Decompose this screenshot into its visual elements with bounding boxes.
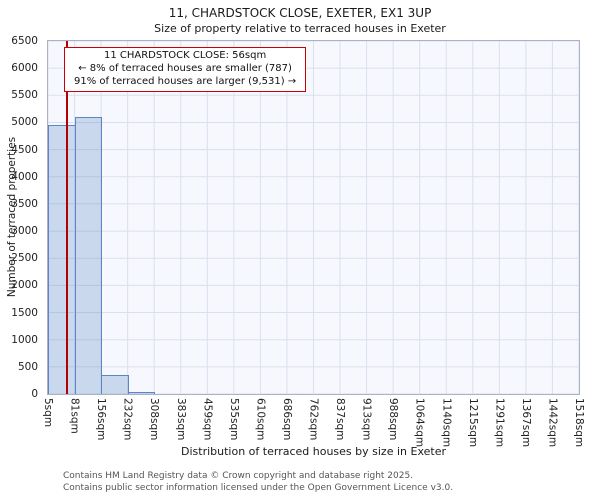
x-tick-label: 686sqm (280, 398, 293, 441)
histogram-bar (48, 125, 76, 394)
footer-line-1: Contains HM Land Registry data © Crown c… (63, 471, 414, 481)
y-tick-label: 5000 (11, 116, 38, 129)
x-tick-label: 459sqm (201, 398, 214, 441)
y-tick-label: 5500 (11, 89, 38, 102)
chart-subtitle: Size of property relative to terraced ho… (154, 22, 446, 35)
y-tick-label: 2500 (11, 252, 38, 265)
annotation-box: 11 CHARDSTOCK CLOSE: 56sqm ← 8% of terra… (64, 47, 307, 93)
y-tick-label: 6500 (11, 35, 38, 47)
x-tick-label: 1215sqm (466, 398, 479, 448)
x-tick-label: 762sqm (307, 398, 320, 441)
histogram-bars (48, 41, 579, 394)
x-tick-label: 1064sqm (413, 398, 426, 448)
x-tick-label: 913sqm (360, 398, 373, 441)
y-tick-label: 4000 (11, 170, 38, 183)
x-tick-label: 308sqm (148, 398, 161, 441)
x-tick-label: 383sqm (174, 398, 187, 441)
x-tick-label: 1442sqm (546, 398, 559, 448)
property-size-marker-line (65, 41, 68, 394)
x-tick-label: 610sqm (254, 398, 267, 441)
footer: Contains HM Land Registry data © Crown c… (63, 471, 453, 494)
footer-line-2: Contains public sector information licen… (63, 482, 454, 493)
x-tick-label: 156sqm (95, 398, 108, 441)
y-axis-tick-labels: 0 500 1000 1500 2000 2500 3000 3500 4000 4500 5000… (0, 35, 43, 400)
annotation-line-1: 11 CHARDSTOCK CLOSE: 56sqm (103, 50, 267, 61)
y-tick-label: 3000 (11, 225, 38, 238)
y-tick-label: 0 (31, 388, 38, 400)
plot-area: 11 CHARDSTOCK CLOSE: 56sqm ← 8% of terra… (47, 40, 580, 395)
x-tick-label: 1140sqm (440, 398, 453, 448)
y-tick-label: 500 (17, 360, 38, 373)
x-tick-label: 988sqm (387, 398, 400, 441)
annotation-line-3: 91% of terraced houses are larger (9,531… (74, 75, 297, 87)
y-tick-label: 2000 (11, 279, 38, 292)
histogram-bar (127, 391, 156, 394)
x-tick-label: 81sqm (68, 398, 81, 434)
y-tick-label: 6000 (11, 62, 38, 75)
y-tick-label: 3500 (11, 197, 38, 210)
y-tick-label: 1500 (11, 306, 38, 319)
histogram-bar (101, 375, 129, 394)
histogram-bar (74, 117, 103, 394)
y-tick-label: 1000 (11, 333, 38, 346)
chart-title: 11, CHARDSTOCK CLOSE, EXETER, EX1 3UP (168, 6, 432, 20)
annotation-line-2: ← 8% of terraced houses are smaller (787… (78, 62, 292, 74)
x-tick-label: 232sqm (121, 398, 134, 441)
x-axis-tick-labels: 5sqm 81sqm 156sqm 232sqm 308sqm 383sqm 459sqm 5… (42, 398, 585, 448)
x-tick-label: 1291sqm (493, 398, 506, 448)
x-tick-label: 837sqm (334, 398, 347, 441)
x-tick-label: 1367sqm (519, 398, 532, 448)
x-tick-label: 535sqm (227, 398, 240, 441)
x-tick-label: 5sqm (42, 398, 54, 428)
x-axis-label: Distribution of terraced houses by size … (181, 445, 446, 458)
y-tick-label: 4500 (11, 143, 38, 156)
x-tick-label: 1518sqm (573, 398, 585, 448)
